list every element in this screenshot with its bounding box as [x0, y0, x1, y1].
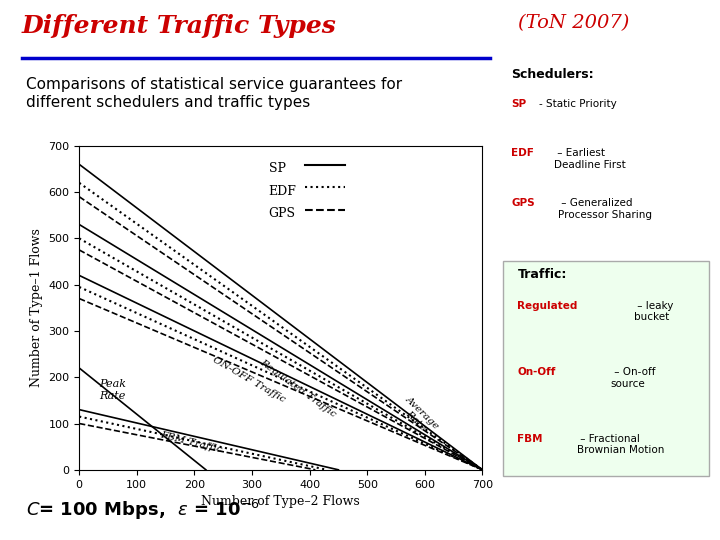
Y-axis label: Number of Type–1 Flows: Number of Type–1 Flows — [30, 228, 42, 387]
Text: - Static Priority: - Static Priority — [539, 99, 616, 109]
Text: GPS: GPS — [269, 207, 296, 220]
Text: EDF: EDF — [269, 185, 297, 198]
Text: Peak
Rate: Peak Rate — [99, 380, 126, 401]
FancyBboxPatch shape — [503, 261, 708, 476]
Text: On-Off: On-Off — [518, 367, 556, 377]
Text: Regulated: Regulated — [518, 301, 577, 311]
Text: EDF: EDF — [511, 148, 534, 158]
Text: Regulated Traffic: Regulated Traffic — [258, 358, 338, 420]
Text: – Generalized
Processor Sharing: – Generalized Processor Sharing — [558, 198, 652, 220]
Text: FBM Traffic: FBM Traffic — [160, 430, 223, 454]
Text: – Earliest
Deadline First: – Earliest Deadline First — [554, 148, 625, 170]
X-axis label: Number of Type–2 Flows: Number of Type–2 Flows — [202, 495, 360, 508]
Text: GPS: GPS — [511, 198, 535, 208]
Text: Schedulers:: Schedulers: — [511, 68, 594, 80]
Text: FBM: FBM — [518, 434, 543, 444]
Text: Traffic:: Traffic: — [518, 267, 567, 281]
Text: $\mathit{C}$= 100 Mbps,  $\mathit{\varepsilon}$ = 10$^{-6}$: $\mathit{C}$= 100 Mbps, $\mathit{\vareps… — [26, 498, 260, 522]
Text: Average
Rate: Average Rate — [397, 395, 441, 438]
Text: Different Traffic Types: Different Traffic Types — [22, 14, 336, 38]
Text: SP: SP — [511, 99, 526, 109]
Text: – On-off
source: – On-off source — [611, 367, 655, 389]
Text: – Fractional
Brownian Motion: – Fractional Brownian Motion — [577, 434, 665, 455]
Text: Comparisons of statistical service guarantees for
different schedulers and traff: Comparisons of statistical service guara… — [26, 77, 402, 110]
Text: – leaky
bucket: – leaky bucket — [634, 301, 674, 322]
Text: (ToN 2007): (ToN 2007) — [518, 14, 630, 32]
Text: SP: SP — [269, 162, 286, 175]
Text: ON-OFF Traffic: ON-OFF Traffic — [211, 355, 287, 404]
